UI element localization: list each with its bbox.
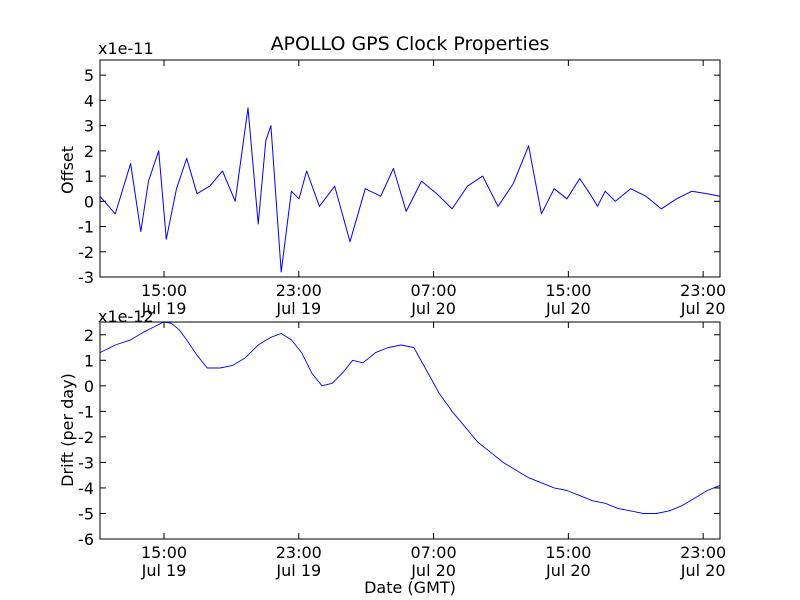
offset-ytick-label: -2 xyxy=(78,243,94,262)
offset-ytick-label: 1 xyxy=(84,167,94,186)
offset-xtick-time: 07:00 xyxy=(411,281,457,300)
drift-xtick-time: 15:00 xyxy=(545,543,591,562)
drift-xtick-date: Jul 20 xyxy=(680,561,726,580)
drift-xtick-time: 07:00 xyxy=(411,543,457,562)
chart-title: APOLLO GPS Clock Properties xyxy=(271,33,550,55)
drift-ytick-label: -2 xyxy=(78,428,94,447)
offset-ytick-label: 4 xyxy=(84,91,94,110)
drift-ytick-label: 1 xyxy=(84,351,94,370)
drift-xtick-time: 23:00 xyxy=(680,543,726,562)
drift-xtick-date: Jul 20 xyxy=(410,561,456,580)
offset-frame xyxy=(99,59,721,278)
drift-ytick-label: 0 xyxy=(84,377,94,396)
offset-ytick-label: 2 xyxy=(84,142,94,161)
drift-ytick-label: -6 xyxy=(78,530,94,549)
drift-xtick-date: Jul 20 xyxy=(545,561,591,580)
drift-frame xyxy=(99,321,721,540)
offset-xtick-time: 23:00 xyxy=(680,281,726,300)
drift-panel: x1e-12 Drift (per day) Date (GMT) -6 -5 -4… xyxy=(58,307,726,597)
drift-ytick-label: -4 xyxy=(78,479,94,498)
drift-xtick-date: Jul 19 xyxy=(275,561,321,580)
drift-ytick-label: -1 xyxy=(78,402,94,421)
offset-xtick-time: 23:00 xyxy=(276,281,322,300)
drift-xtick-time: 23:00 xyxy=(276,543,322,562)
offset-scale-label: x1e-11 xyxy=(98,39,154,58)
offset-ytick-label: 3 xyxy=(84,117,94,136)
offset-ytick-label: 0 xyxy=(84,192,94,211)
offset-y-axis-label: Offset xyxy=(58,146,77,194)
offset-ytick-label: 5 xyxy=(84,66,94,85)
offset-ytick-label: -3 xyxy=(78,268,94,287)
offset-xtick-date: Jul 19 xyxy=(275,299,321,318)
offset-xtick-time: 15:00 xyxy=(545,281,591,300)
drift-series xyxy=(99,321,721,514)
drift-scale-label: x1e-12 xyxy=(98,307,154,326)
drift-xtick-time: 15:00 xyxy=(141,543,187,562)
drift-line-0 xyxy=(99,321,721,514)
offset-series xyxy=(99,107,721,273)
drift-ytick-label: 2 xyxy=(84,326,94,345)
offset-xtick-date: Jul 19 xyxy=(141,299,187,318)
drift-x-axis-label: Date (GMT) xyxy=(364,578,456,597)
drift-y-axis-label: Drift (per day) xyxy=(58,373,77,487)
drift-ytick-label: -3 xyxy=(78,453,94,472)
offset-xtick-date: Jul 20 xyxy=(545,299,591,318)
drift-ytick-label: -5 xyxy=(78,504,94,523)
offset-panel: APOLLO GPS Clock Properties x1e-11 Offse… xyxy=(58,33,726,318)
offset-ytick-label: -1 xyxy=(78,218,94,237)
offset-xtick-date: Jul 20 xyxy=(410,299,456,318)
drift-xtick-date: Jul 19 xyxy=(141,561,187,580)
offset-line-0 xyxy=(99,107,721,273)
offset-xtick-date: Jul 20 xyxy=(680,299,726,318)
offset-xtick-time: 15:00 xyxy=(141,281,187,300)
